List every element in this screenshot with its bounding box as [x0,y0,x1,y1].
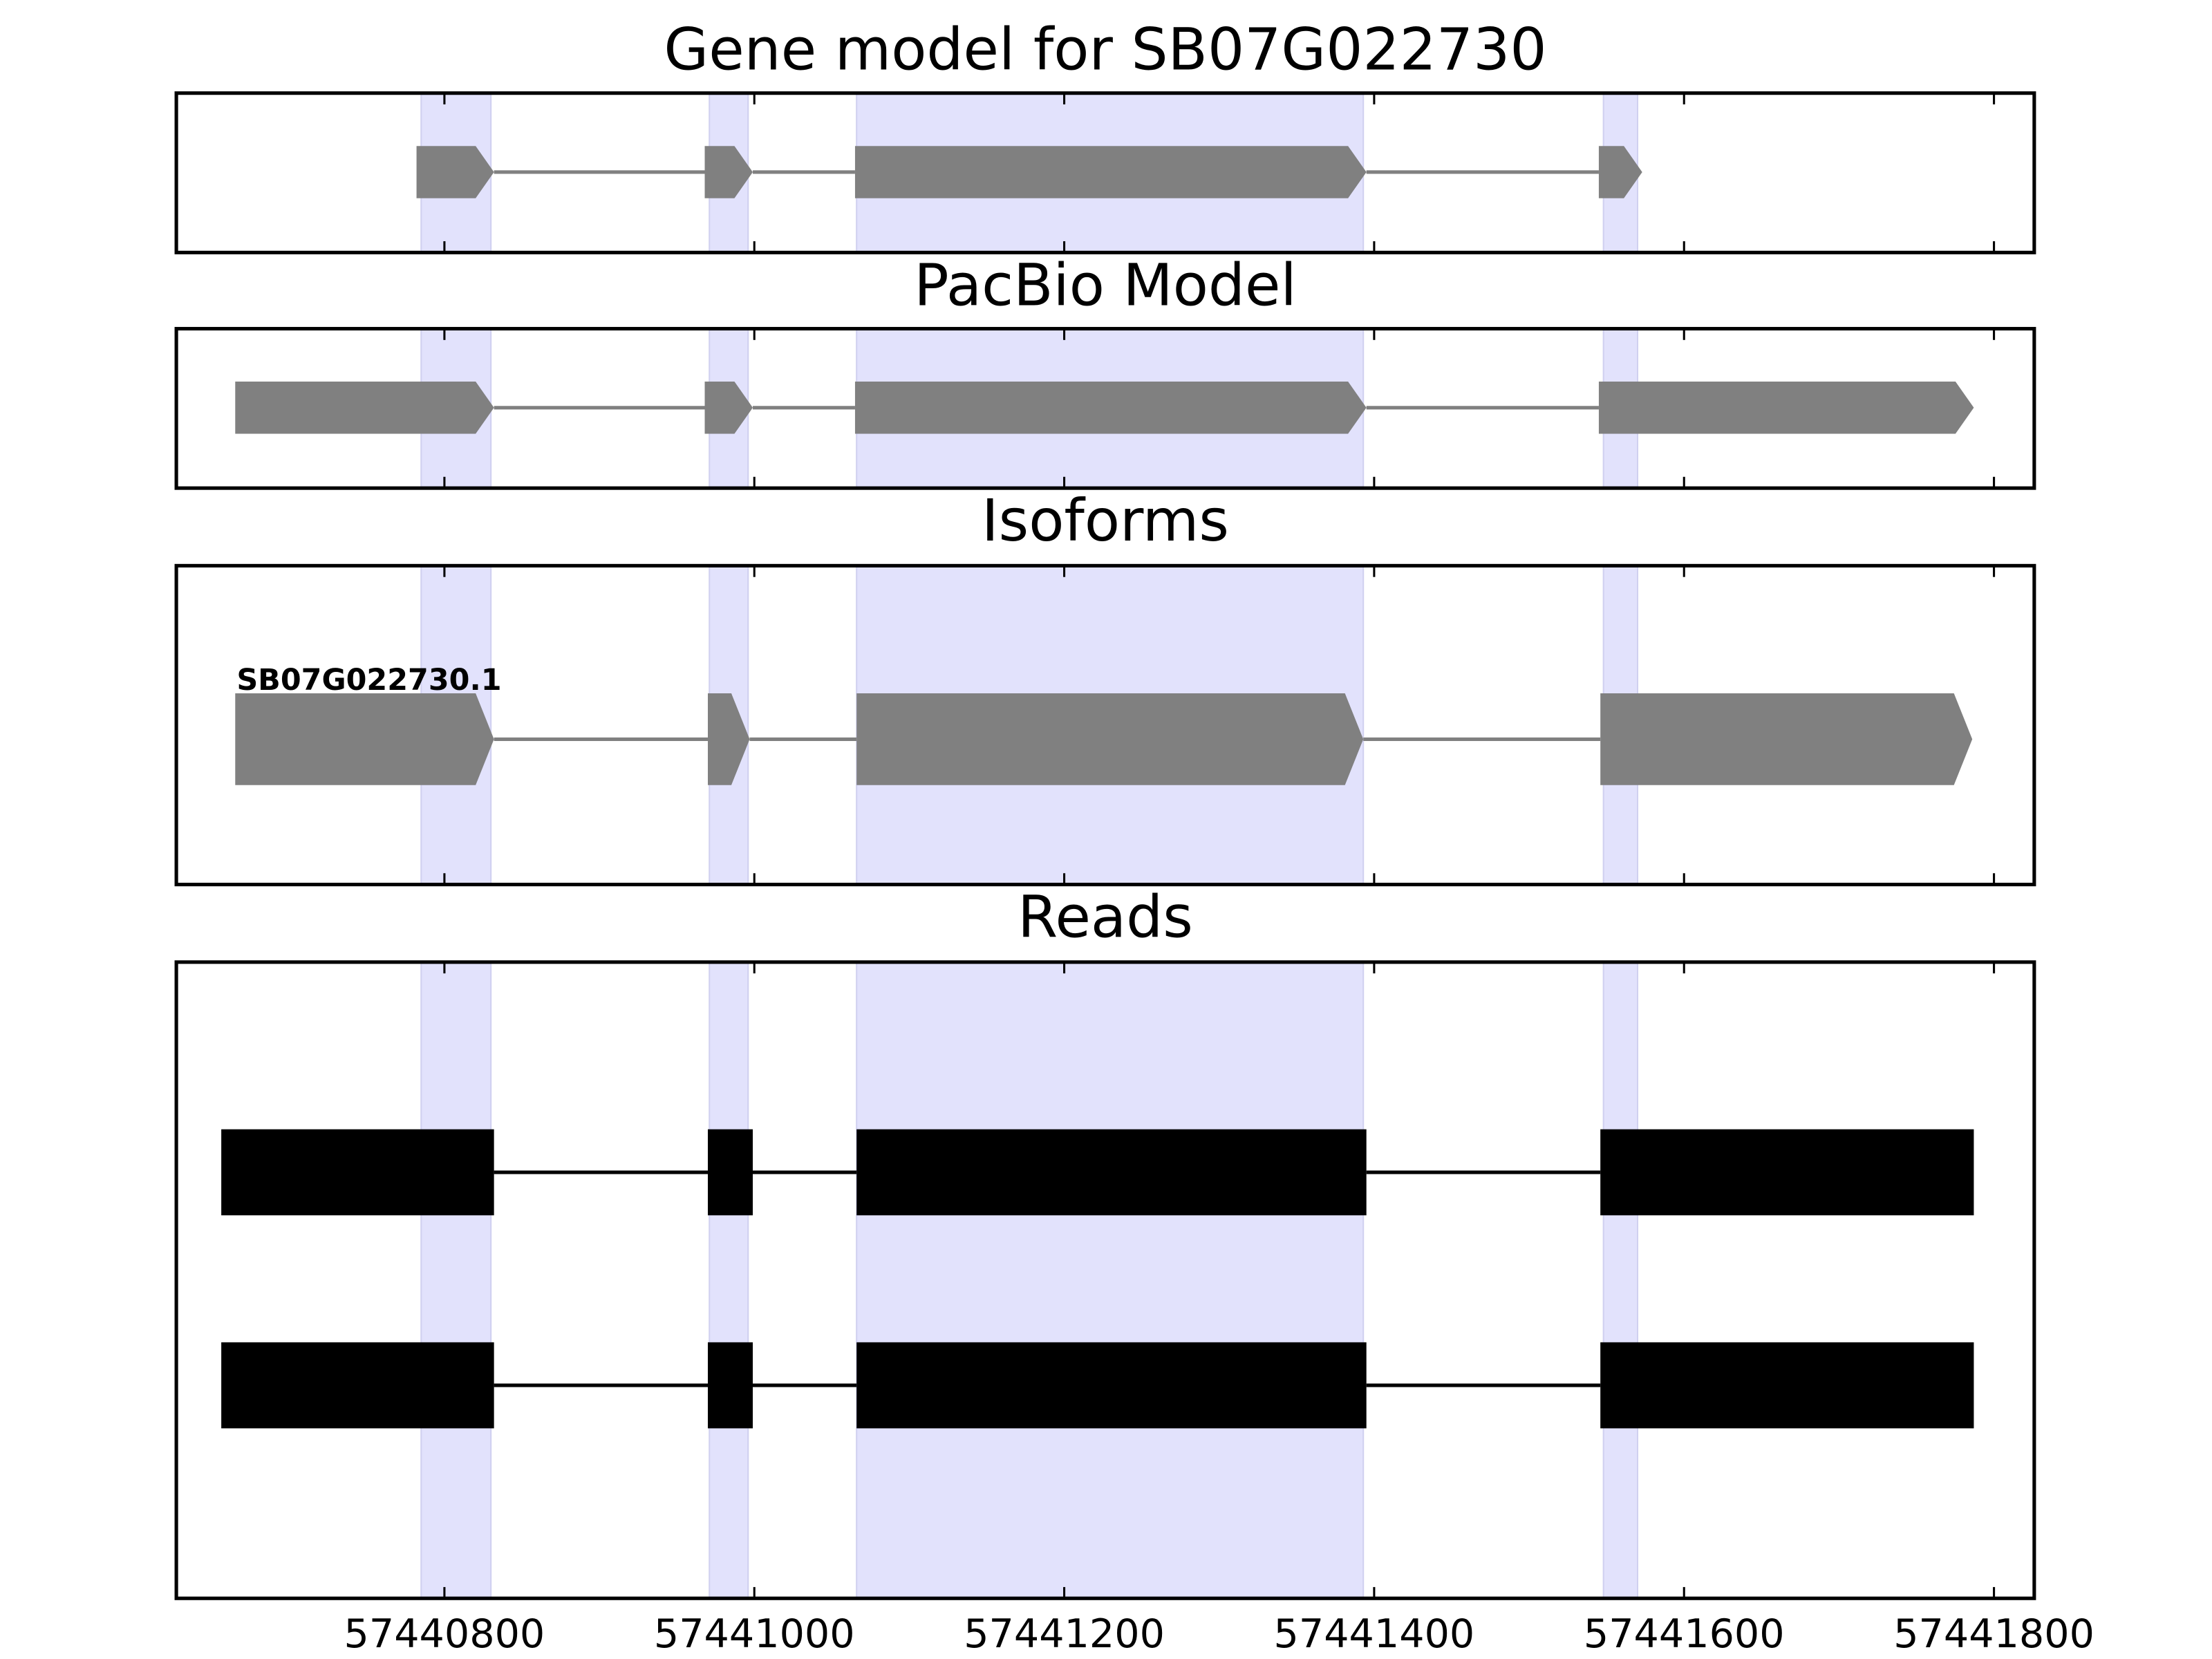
exon [704,382,753,434]
panel-title: Isoforms [982,487,1229,554]
x-tick-label: 57441800 [1893,1611,2094,1657]
exon [1600,1129,1974,1216]
exon [1600,1342,1974,1429]
exon-highlight [709,961,749,1600]
panel-frame [174,91,2036,254]
exon-highlight [1602,961,1639,1600]
exon [221,1342,494,1429]
exon [1600,693,1973,785]
exon [707,1129,753,1216]
x-tick-label: 57440800 [344,1611,545,1657]
panel-title: PacBio Model [914,251,1297,319]
exon [854,382,1367,434]
exon [854,146,1367,198]
exon [707,1342,753,1429]
exon [1598,382,1974,434]
exon [1598,146,1642,198]
exon-highlight [420,961,492,1600]
exon [235,382,494,434]
exon [416,146,494,198]
panel-frame [174,563,2036,887]
panel-title: Reads [1018,883,1193,951]
panel-title: Gene model for SB07G022730 [664,15,1546,83]
panel-frame [174,326,2036,490]
exon-highlight [856,961,1365,1600]
x-tick-label: 57441600 [1584,1611,1785,1657]
exon [707,693,750,785]
x-tick-label: 57441000 [654,1611,855,1657]
exon [221,1129,494,1216]
exon [856,693,1364,785]
exon [704,146,753,198]
exon [235,693,494,785]
panel-frame [174,960,2036,1600]
x-tick-label: 57441200 [964,1611,1165,1657]
exon [856,1342,1367,1429]
exon [856,1129,1367,1216]
x-tick-label: 57441400 [1274,1611,1475,1657]
feature-label: SB07G022730.1 [236,663,501,697]
